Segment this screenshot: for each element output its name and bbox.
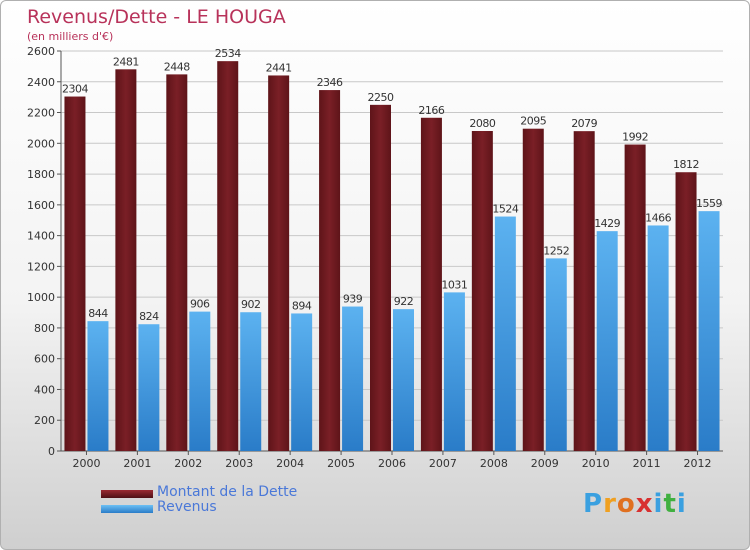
bar-dette bbox=[675, 172, 697, 451]
bar-revenus bbox=[494, 216, 516, 451]
x-tick-label: 2008 bbox=[480, 457, 508, 470]
logo-letter: t bbox=[663, 489, 677, 519]
y-tick-label: 2400 bbox=[27, 76, 55, 89]
x-tick-label: 2000 bbox=[72, 457, 100, 470]
data-label-revenus: 902 bbox=[241, 298, 261, 311]
bar-dette bbox=[522, 128, 544, 451]
bar-dette bbox=[319, 90, 341, 452]
bar-revenus bbox=[138, 324, 160, 451]
data-label-revenus: 906 bbox=[190, 298, 210, 311]
bar-dette bbox=[166, 74, 188, 451]
x-tick-label: 2001 bbox=[123, 457, 151, 470]
y-tick-label: 2200 bbox=[27, 107, 55, 120]
logo-letter: o bbox=[616, 489, 636, 519]
data-label-revenus: 844 bbox=[88, 307, 108, 320]
y-tick-label: 1400 bbox=[27, 230, 55, 243]
bar-revenus bbox=[443, 292, 465, 451]
data-label-dette: 2166 bbox=[418, 104, 444, 117]
data-label-revenus: 1429 bbox=[594, 217, 620, 230]
bar-dette bbox=[573, 131, 595, 451]
data-label-revenus: 824 bbox=[139, 310, 159, 323]
bar-revenus bbox=[698, 211, 720, 451]
data-label-dette: 2095 bbox=[520, 115, 546, 128]
bar-revenus bbox=[545, 258, 567, 451]
bar-revenus bbox=[87, 321, 109, 451]
x-tick-label: 2003 bbox=[225, 457, 253, 470]
bar-revenus bbox=[647, 225, 669, 451]
data-label-dette: 2079 bbox=[571, 117, 597, 130]
x-tick-label: 2007 bbox=[429, 457, 457, 470]
bar-revenus bbox=[240, 312, 262, 451]
bar-dette bbox=[217, 61, 239, 452]
data-label-dette: 1992 bbox=[622, 131, 648, 144]
data-label-revenus: 894 bbox=[292, 299, 312, 312]
y-tick-label: 800 bbox=[34, 322, 55, 335]
bar-dette bbox=[471, 131, 493, 451]
data-label-dette: 2441 bbox=[266, 61, 292, 74]
legend-label-revenus: Revenus bbox=[157, 499, 217, 515]
chart-subtitle: (en milliers d'€) bbox=[27, 30, 114, 43]
data-label-revenus: 1466 bbox=[645, 211, 671, 224]
data-label-revenus: 1031 bbox=[441, 278, 467, 291]
legend-label-dette: Montant de la Dette bbox=[157, 484, 298, 500]
y-tick-label: 2000 bbox=[27, 137, 55, 150]
y-tick-label: 600 bbox=[34, 353, 55, 366]
y-tick-label: 1800 bbox=[27, 168, 55, 181]
data-label-revenus: 1559 bbox=[696, 197, 722, 210]
bar-revenus bbox=[342, 306, 364, 451]
x-tick-label: 2012 bbox=[684, 457, 712, 470]
logo-letter: i bbox=[676, 489, 687, 519]
y-tick-label: 1200 bbox=[27, 260, 55, 273]
chart-title: Revenus/Dette - LE HOUGA bbox=[27, 6, 286, 28]
x-tick-label: 2006 bbox=[378, 457, 406, 470]
x-tick-label: 2002 bbox=[174, 457, 202, 470]
bar-dette bbox=[370, 104, 391, 451]
proxiti-logo: Proxiti bbox=[583, 489, 687, 519]
bar-revenus bbox=[596, 231, 618, 451]
data-label-revenus: 939 bbox=[343, 293, 363, 306]
bar-dette bbox=[624, 144, 646, 452]
logo-letter: i bbox=[653, 489, 664, 519]
data-label-dette: 2481 bbox=[113, 55, 139, 68]
legend-swatch-dette bbox=[101, 490, 153, 498]
bar-dette bbox=[115, 69, 137, 452]
y-tick-label: 1600 bbox=[27, 199, 55, 212]
data-label-dette: 2250 bbox=[368, 91, 394, 104]
bar-revenus bbox=[393, 309, 414, 451]
x-tick-label: 2011 bbox=[633, 457, 661, 470]
bar-dette bbox=[420, 117, 442, 452]
y-tick-label: 200 bbox=[34, 414, 55, 427]
data-label-dette: 2448 bbox=[164, 60, 190, 73]
data-label-dette: 1812 bbox=[673, 158, 699, 171]
y-tick-label: 400 bbox=[34, 383, 55, 396]
data-label-dette: 2080 bbox=[469, 117, 495, 130]
x-tick-label: 2004 bbox=[276, 457, 304, 470]
x-tick-label: 2010 bbox=[582, 457, 610, 470]
logo-letter: x bbox=[635, 489, 654, 519]
data-label-revenus: 1524 bbox=[492, 203, 518, 216]
logo-letter: P bbox=[583, 489, 604, 519]
bar-dette bbox=[268, 75, 290, 451]
data-label-dette: 2304 bbox=[62, 83, 88, 96]
bar-revenus bbox=[291, 313, 313, 451]
y-tick-label: 1000 bbox=[27, 291, 55, 304]
bar-revenus bbox=[189, 311, 211, 451]
y-tick-label: 2600 bbox=[27, 45, 55, 58]
data-label-revenus: 1252 bbox=[543, 244, 569, 257]
data-label-dette: 2346 bbox=[317, 76, 343, 89]
x-tick-label: 2009 bbox=[531, 457, 559, 470]
bar-dette bbox=[64, 96, 86, 452]
legend-swatch-revenus bbox=[101, 505, 153, 513]
x-tick-label: 2005 bbox=[327, 457, 355, 470]
data-label-dette: 2534 bbox=[215, 47, 241, 60]
logo-letter: r bbox=[603, 489, 617, 519]
y-tick-label: 0 bbox=[48, 445, 55, 458]
data-label-revenus: 922 bbox=[394, 295, 414, 308]
